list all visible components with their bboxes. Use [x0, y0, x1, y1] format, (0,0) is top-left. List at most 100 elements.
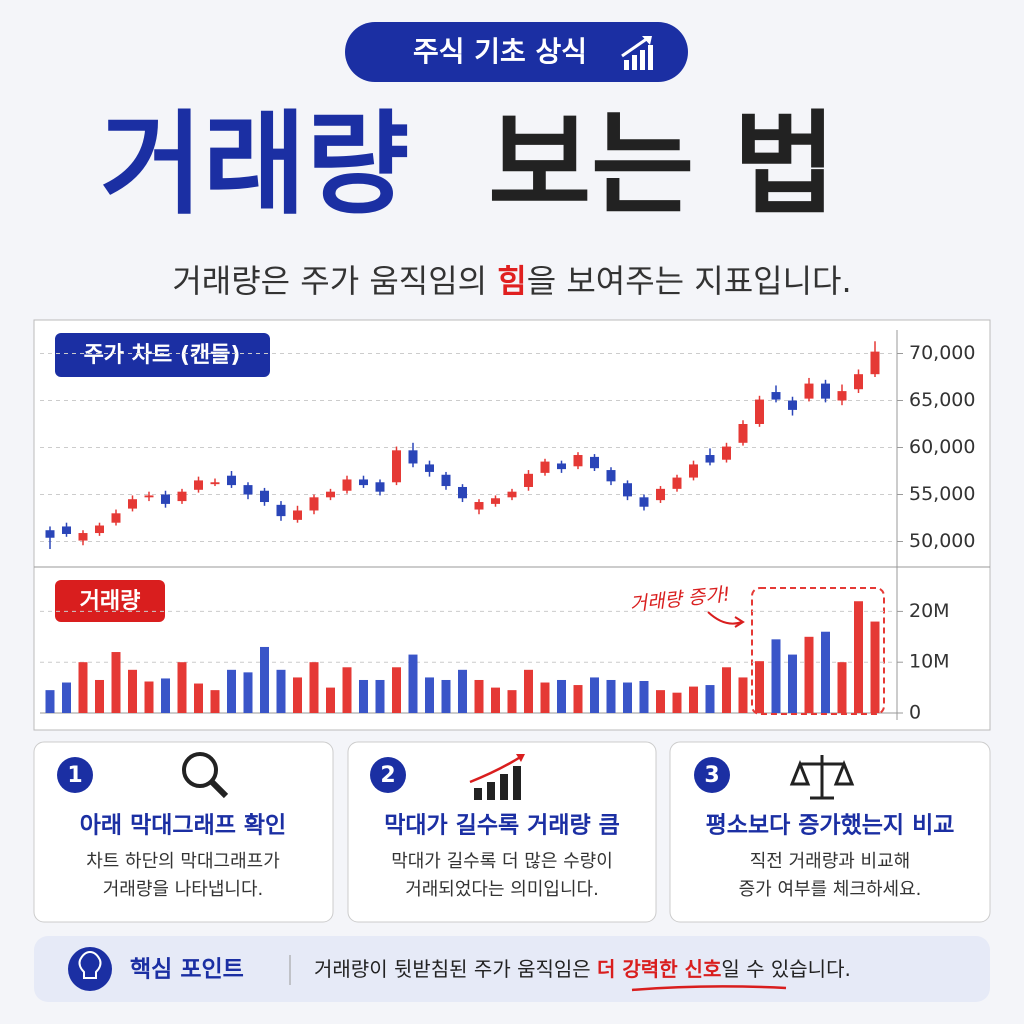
volume-bar: [573, 685, 583, 713]
volume-bar: [557, 679, 566, 713]
volume-bar: [788, 654, 797, 713]
volume-bar: [62, 682, 71, 713]
card-text: 증가 여부를 체크하세요.: [739, 879, 922, 900]
bulb-shape: [78, 950, 102, 979]
candle-body: [392, 450, 401, 483]
volume-bar: [177, 662, 187, 713]
candle-body: [656, 488, 665, 501]
card-title: 평소보다 증가했는지 비교: [706, 813, 955, 839]
candle-body: [804, 383, 814, 399]
volume-bar: [194, 683, 203, 713]
volume-bar: [425, 677, 434, 713]
candle-body: [854, 374, 863, 390]
card: 1 아래 막대그래프 확인 차트 하단의 막대그래프가 거래량을 나타냅니다.: [33, 741, 334, 923]
candle-body: [45, 530, 55, 538]
volume-bar: [689, 686, 698, 713]
candle-body: [590, 456, 599, 469]
candle-body: [540, 461, 550, 473]
footer-underline: [631, 985, 787, 992]
badge: [345, 22, 688, 82]
candle-body: [738, 424, 748, 443]
volume-bar: [227, 669, 236, 713]
volume-bar: [474, 679, 484, 713]
volume-bar: [408, 654, 418, 713]
card-text: 거래량을 나타냅니다.: [103, 879, 263, 900]
candle-body: [837, 391, 847, 401]
volume-bar: [326, 687, 335, 713]
volume-bar: [375, 679, 385, 713]
candle-body: [408, 450, 418, 464]
candle-body: [821, 383, 830, 399]
candle-body: [111, 513, 121, 523]
candle-body: [210, 482, 220, 485]
card-text: 거래되었다는 의미입니다.: [405, 879, 599, 900]
candle-body: [260, 490, 269, 503]
candle-body: [342, 479, 352, 491]
volume-bar: [623, 682, 632, 713]
volume-bar: [821, 631, 830, 713]
candle-body: [755, 399, 764, 424]
volume-bar: [606, 679, 616, 713]
y-tick-label: 55,000: [909, 483, 975, 505]
candle-body: [573, 455, 583, 467]
volume-bar: [95, 679, 104, 713]
card-number: 3: [704, 763, 719, 788]
volume-bar: [491, 687, 500, 713]
annotation-arrow: [707, 611, 743, 625]
candle-body: [788, 400, 797, 410]
plot: 50,000 55,000 60,000 65,000 70,000 0 10M 20M: [40, 341, 975, 724]
badge-text: 주식 기초 상식: [413, 35, 587, 68]
candle-body: [458, 486, 467, 499]
candle-body: [194, 480, 203, 490]
volume-bar: [128, 669, 137, 713]
subtitle: 거래량은 주가 움직임의 힘을 보여주는 지표입니다.: [172, 262, 851, 300]
candle-body: [128, 499, 137, 509]
volume-bar: [161, 678, 170, 713]
volume-bar: [656, 690, 665, 713]
candle-body: [870, 351, 880, 375]
candle-body: [359, 479, 368, 486]
candle-body: [62, 526, 71, 534]
card-title: 아래 막대그래프 확인: [80, 813, 286, 839]
volume-bar: [392, 667, 401, 713]
volume-bar: [738, 677, 748, 713]
card-text: 직전 거래량과 비교해: [750, 851, 910, 872]
candle-body: [243, 485, 253, 495]
volume-bar: [293, 677, 302, 713]
candle-body: [293, 510, 302, 520]
volume-bar: [705, 685, 715, 713]
footer-part: 일 수 있습니다.: [721, 957, 850, 981]
volume-bar: [111, 652, 121, 713]
candle-body: [161, 494, 170, 504]
volume-bar: [722, 667, 731, 713]
candle-body: [722, 446, 731, 460]
y-tick-label: 65,000: [909, 389, 975, 411]
card-text: 차트 하단의 막대그래프가: [86, 851, 280, 872]
volume-bar: [755, 661, 764, 713]
candle-body: [441, 474, 451, 487]
candle-body: [227, 475, 236, 486]
volume-bar: [441, 679, 451, 713]
footer-label: 핵심 포인트: [130, 957, 244, 983]
candle-body: [557, 463, 566, 470]
volume-bar: [45, 690, 55, 713]
volume-bar: [870, 621, 880, 713]
volume-bar: [243, 672, 253, 713]
candle-body: [639, 497, 649, 507]
candle-body: [705, 455, 715, 463]
volume-bar: [837, 662, 847, 713]
candle-body: [606, 470, 616, 482]
volume-bar: [260, 646, 269, 713]
highlight-box: [751, 587, 885, 715]
volume-bar: [854, 601, 863, 713]
y-tick-label: 20M: [909, 600, 950, 622]
annotation-arrowhead: [734, 616, 745, 628]
card-number: 2: [380, 763, 395, 788]
candle-body: [672, 477, 682, 489]
footer-part: 거래량이 뒷받침된 주가 움직임은: [314, 957, 597, 981]
card-title: 막대가 길수록 거래량 큼: [384, 813, 620, 839]
candle-body: [276, 504, 286, 517]
volume-bar: [639, 680, 649, 713]
volume-bar: [78, 662, 88, 713]
